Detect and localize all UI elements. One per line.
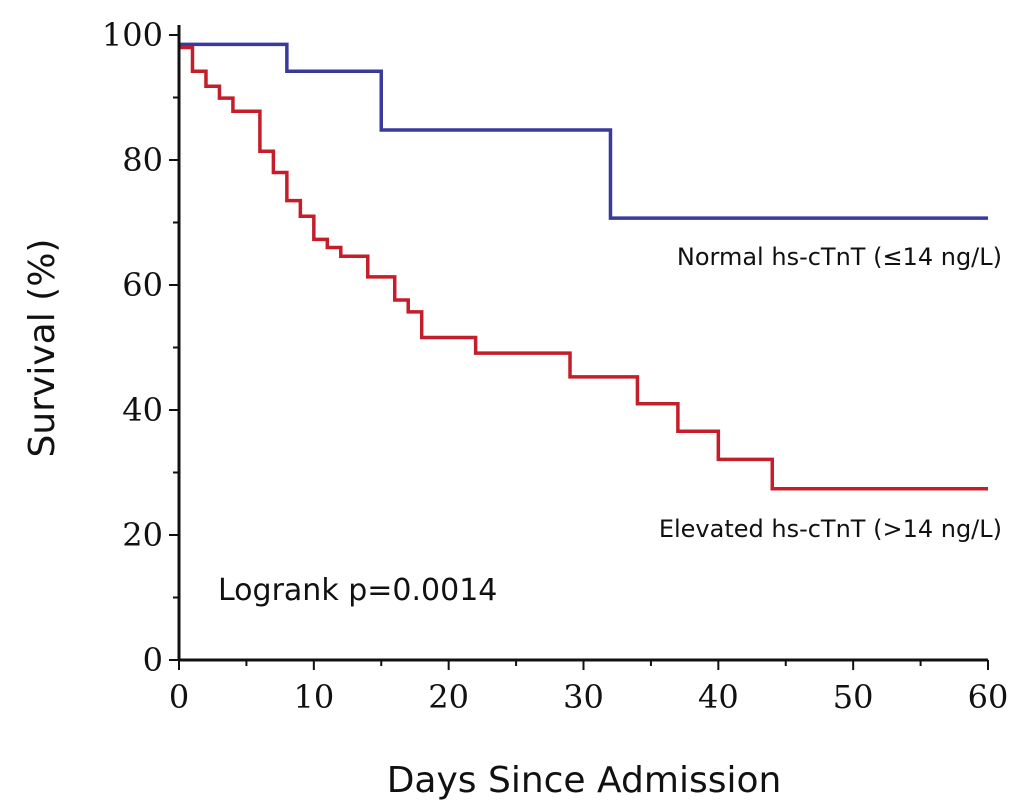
x-tick-label: 30	[563, 678, 604, 716]
axes-layer	[177, 25, 988, 662]
x-tick-label: 10	[293, 678, 334, 716]
y-tick-label: 0	[143, 641, 163, 679]
x-tick-label: 20	[428, 678, 469, 716]
logrank-annotation: Logrank p=0.0014	[218, 573, 497, 608]
series-label-normal: Normal hs-cTnT (≤14 ng/L)	[677, 243, 1002, 271]
y-tick-label: 60	[122, 266, 163, 304]
x-tick-label: 50	[833, 678, 874, 716]
x-axis-title: Days Since Admission	[387, 760, 782, 801]
y-tick-label: 100	[102, 16, 163, 54]
series-label-elevated: Elevated hs-cTnT (>14 ng/L)	[659, 515, 1002, 543]
y-tick-label: 40	[122, 391, 163, 429]
y-tick-label: 80	[122, 141, 163, 179]
series-layer	[179, 42, 988, 491]
ticks-layer: 0 20 40 60 80 100 0 10 20 30 40 50 60	[102, 16, 1008, 716]
y-tick-label: 20	[122, 516, 163, 554]
y-axis-title: Survival (%)	[22, 239, 63, 458]
x-tick-label: 0	[169, 678, 189, 716]
x-tick-label: 40	[698, 678, 739, 716]
series-line-elevated	[179, 45, 988, 491]
series-line-normal	[179, 42, 988, 220]
x-tick-label: 60	[968, 678, 1009, 716]
